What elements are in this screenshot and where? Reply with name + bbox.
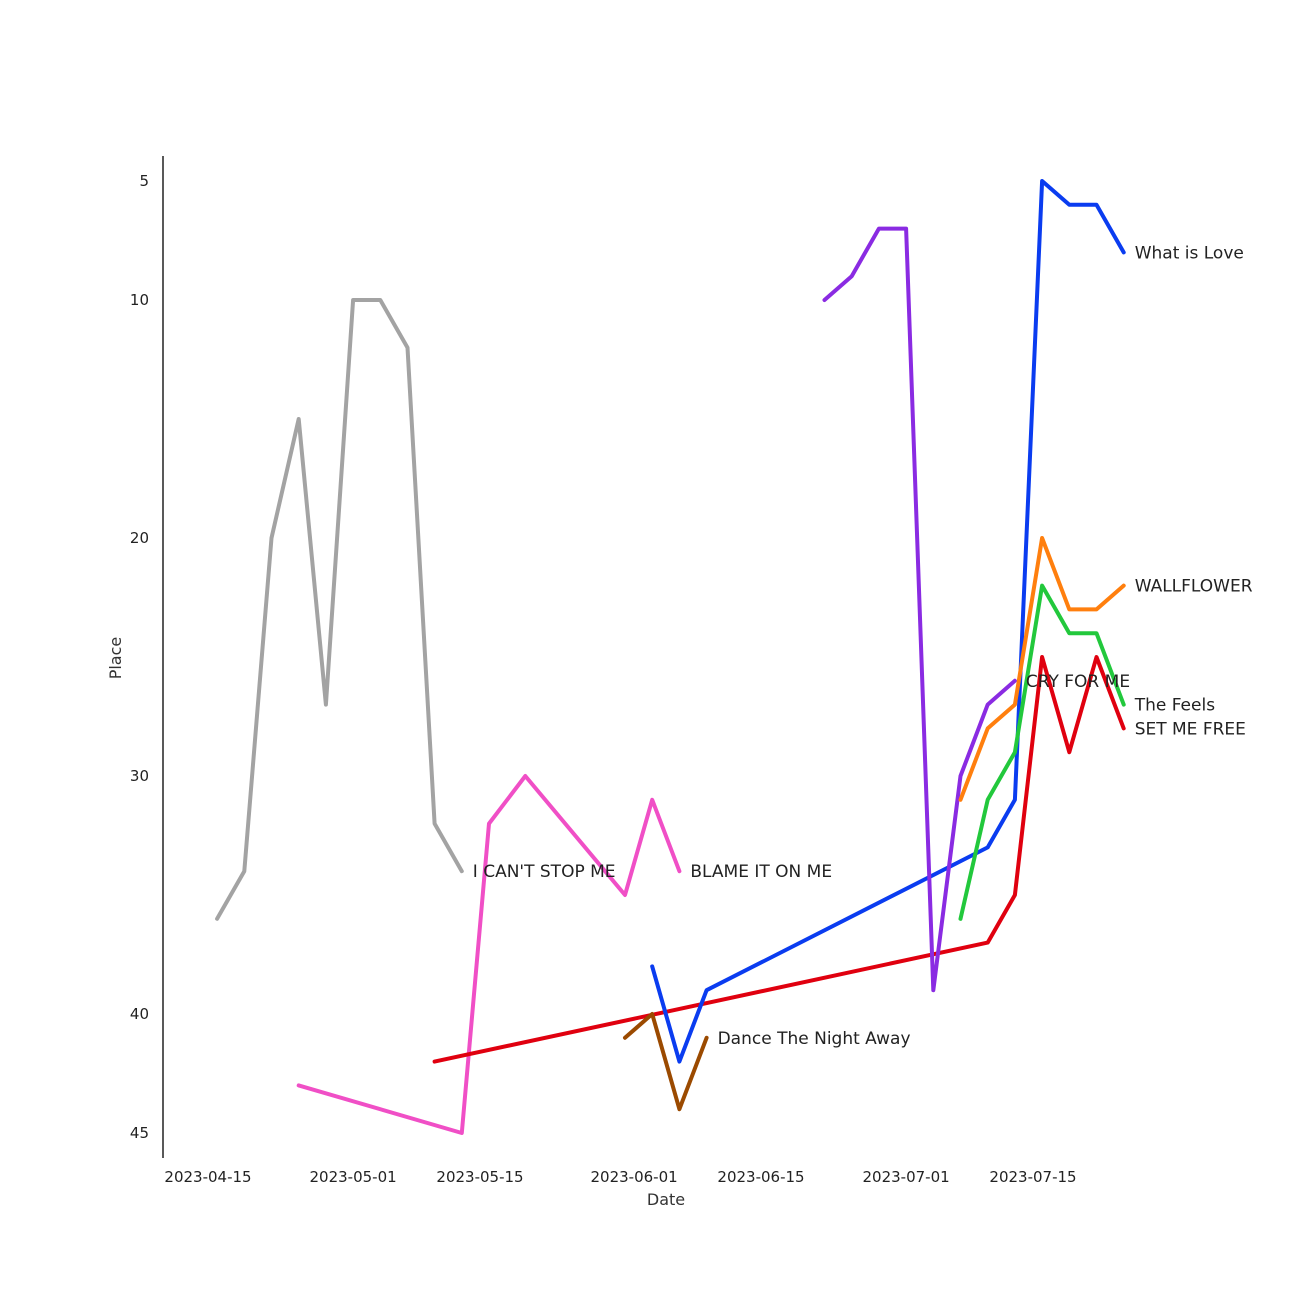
series-line-what-is-love <box>650 179 1126 1064</box>
series-label-wallflower: WALLFLOWER <box>1135 577 1253 597</box>
series-end-labels: I CAN'T STOP ME BLAME IT ON ME SET ME FREE… <box>473 243 1253 1048</box>
series-label-set-me-free: SET ME FREE <box>1135 719 1246 739</box>
series-line-cry-for-me <box>822 226 1017 993</box>
x-tick-label: 2023-05-01 <box>310 1168 397 1186</box>
x-tick-label: 2023-07-15 <box>989 1168 1076 1186</box>
y-tick-labels: 5 10 20 30 40 45 <box>130 172 149 1142</box>
series-label-i-can-t-stop-me: I CAN'T STOP ME <box>473 862 616 882</box>
x-tick-labels: 2023-04-15 2023-05-01 2023-05-15 2023-06-01… <box>164 1168 1076 1186</box>
series-line-blame-it-on-me <box>296 774 682 1135</box>
y-axis-title: Place <box>106 637 125 680</box>
series-label-what-is-love: What is Love <box>1135 243 1244 263</box>
y-tick-label: 5 <box>139 172 149 190</box>
y-tick-label: 45 <box>130 1124 149 1142</box>
series-label-dance-the-night-away: Dance The Night Away <box>718 1029 911 1049</box>
y-tick-label: 30 <box>130 767 149 785</box>
series-label-the-feels: The Feels <box>1134 696 1216 716</box>
y-tick-label: 40 <box>130 1005 149 1023</box>
series-line-wallflower <box>958 536 1126 802</box>
series-line-i-can-t-stop-me <box>215 298 464 921</box>
series-label-blame-it-on-me: BLAME IT ON ME <box>690 862 832 882</box>
y-tick-label: 20 <box>130 529 149 547</box>
x-tick-label: 2023-07-01 <box>863 1168 950 1186</box>
x-tick-label: 2023-05-15 <box>436 1168 523 1186</box>
x-tick-label: 2023-06-01 <box>591 1168 678 1186</box>
x-tick-label: 2023-04-15 <box>164 1168 251 1186</box>
series-line-dance-the-night-away <box>623 1012 709 1112</box>
x-tick-label: 2023-06-15 <box>717 1168 804 1186</box>
series-layer <box>215 179 1126 1135</box>
series-line-set-me-free <box>432 655 1126 1064</box>
y-tick-label: 10 <box>130 291 149 309</box>
series-line-the-feels <box>958 583 1126 921</box>
x-axis-title: Date <box>647 1190 685 1209</box>
series-label-cry-for-me: CRY FOR ME <box>1026 672 1130 692</box>
